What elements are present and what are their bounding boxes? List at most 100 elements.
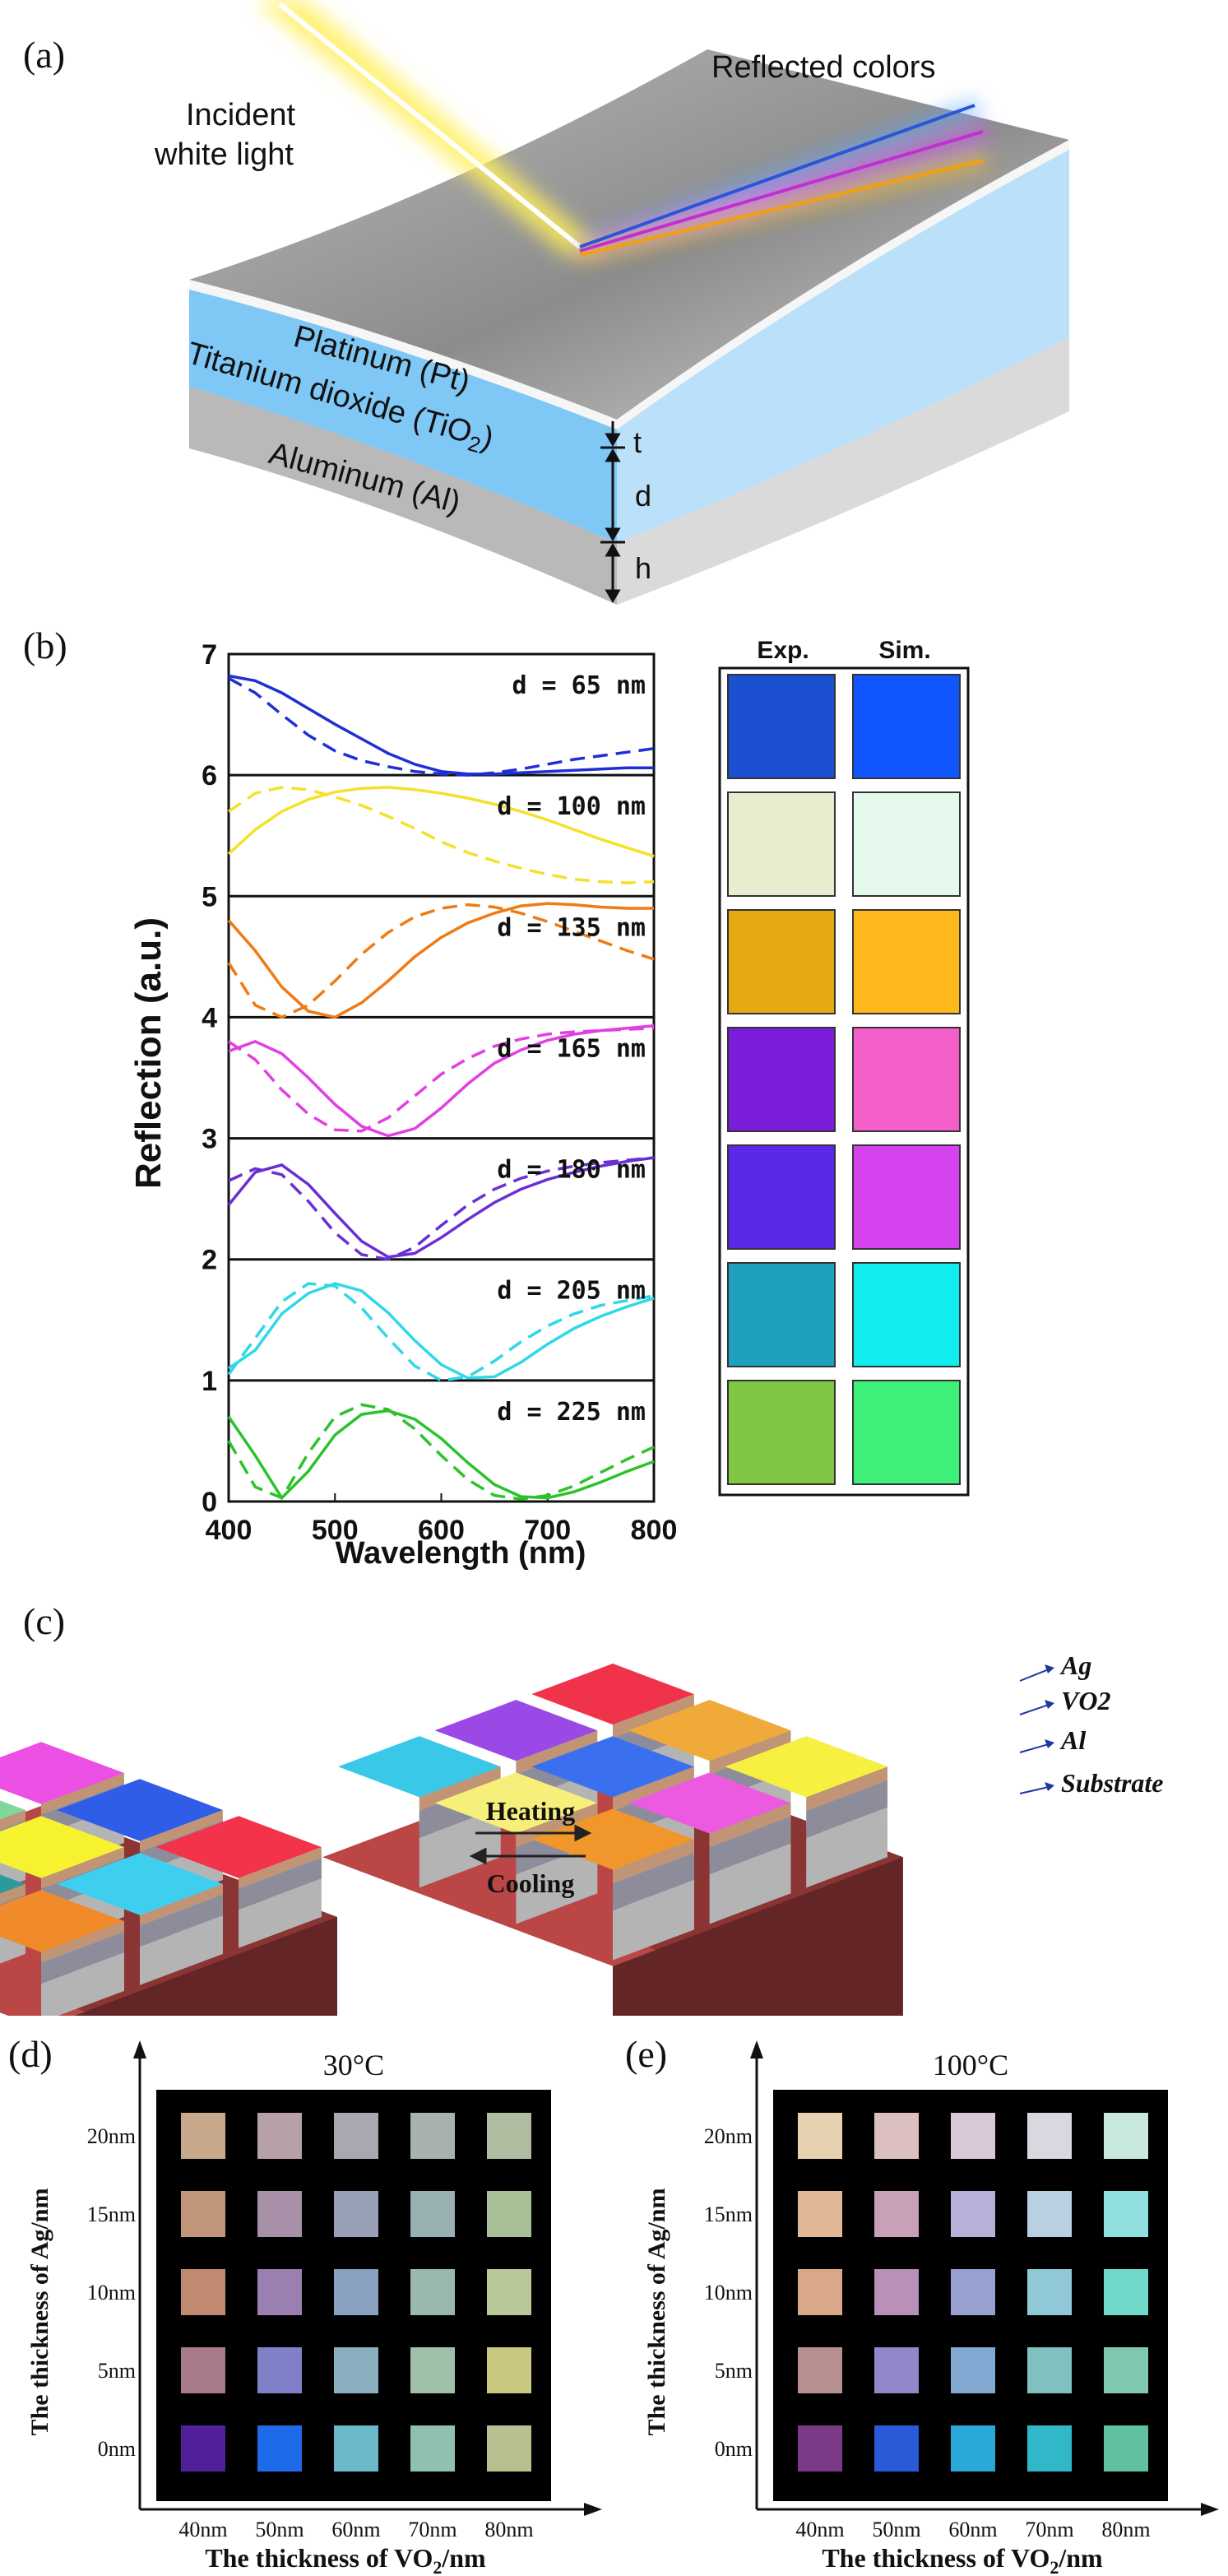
- color-square: [798, 2113, 842, 2159]
- exp-swatch: [727, 1380, 836, 1485]
- color-square: [951, 2113, 995, 2159]
- sim-swatch: [852, 909, 961, 1014]
- color-square: [257, 2191, 302, 2237]
- pillar-layer-side: [239, 1847, 322, 1889]
- color-square: [798, 2347, 842, 2393]
- pillar-top-color: [531, 1664, 694, 1725]
- pillar-layer-side: [239, 1878, 322, 1948]
- dim-t-label: t: [633, 425, 642, 459]
- color-square: [874, 2191, 919, 2237]
- color-square: [1027, 2269, 1072, 2315]
- exp-label: Exp.: [757, 637, 809, 664]
- series-label: d = 135 nm: [497, 913, 646, 942]
- color-square: [181, 2191, 225, 2237]
- x-tick-label: 400: [206, 1515, 253, 1546]
- x-tick-label: 600: [418, 1515, 465, 1546]
- pillar-top-color: [434, 1700, 598, 1761]
- heating-cooling-arrows: [469, 1824, 592, 1865]
- series-simulated-line: [228, 676, 655, 777]
- y-axis-arrow: [750, 2040, 763, 2058]
- series-label: d = 165 nm: [497, 1034, 646, 1063]
- series-label: d = 180 nm: [497, 1156, 646, 1185]
- color-square: [334, 2113, 378, 2159]
- sim-swatch: [852, 674, 961, 779]
- panel-a-letter: (a): [23, 34, 65, 76]
- y-axis-title: The thickness of Ag/nm: [643, 2188, 670, 2436]
- x-tick-label: 60nm: [331, 2518, 380, 2541]
- pillar-layer-side: [140, 1894, 223, 1947]
- color-square: [798, 2191, 842, 2237]
- y-tick-label: 15nm: [87, 2202, 136, 2226]
- layer-label: VO2: [1061, 1686, 1110, 1715]
- panel-b-chart: (b) 0 1 2 3 4 5 6 7 400 500 600 700 800 d = 65 nm d = …: [23, 624, 970, 1571]
- pillar-layer-side: [239, 1857, 322, 1910]
- color-square: [334, 2425, 378, 2472]
- substrate-side: [74, 1917, 337, 2016]
- layer-pointer-head: [1045, 1700, 1054, 1709]
- pillar-layer-side: [709, 1816, 791, 1874]
- dim-d-label: d: [635, 479, 651, 513]
- panel-c-letter: (c): [23, 1600, 65, 1642]
- layer-label: Ag: [1059, 1650, 1091, 1680]
- y-tick-label: 6: [202, 760, 217, 791]
- x-tick-label: 50nm: [255, 2518, 304, 2541]
- y-axis-arrow: [133, 2040, 146, 2058]
- panel-de-grids: (d) 30°C 20nm 15nm 10nm 5nm 0nm 40nm 50nm 60nm 70n…: [8, 2033, 1219, 2575]
- chart-xlabel: Wavelength (nm): [336, 1536, 586, 1571]
- color-square: [257, 2269, 302, 2315]
- incident-label-1: Incident: [186, 98, 296, 132]
- series-measured-line: [228, 674, 654, 776]
- pillar-top-color: [338, 1736, 501, 1798]
- layer-pointer: [1019, 1704, 1050, 1715]
- pillar-layer-side: [41, 1931, 124, 1984]
- pillar-top-color: [57, 1853, 223, 1915]
- pillar-layer-side: [140, 1884, 223, 1926]
- substrate-side: [613, 1857, 903, 2016]
- series-measured-line: [227, 902, 654, 1019]
- color-square: [410, 2269, 455, 2315]
- series-simulated-line: [227, 1403, 655, 1501]
- color-square: [1104, 2425, 1148, 2472]
- series-measured-line: [228, 1023, 655, 1138]
- y-tick-label: 20nm: [87, 2124, 136, 2148]
- x-tick-label: 80nm: [1101, 2518, 1150, 2541]
- y-tick-label: 3: [202, 1124, 217, 1155]
- pillar-layer-side: [140, 1915, 223, 1985]
- color-square: [257, 2347, 302, 2393]
- layer-label: Al: [1059, 1725, 1086, 1755]
- exp-swatch: [727, 1144, 836, 1250]
- x-tick-label: 800: [631, 1515, 678, 1546]
- x-axis-title: The thickness of VO2/nm: [205, 2543, 486, 2575]
- pillar-layer-side: [41, 1847, 124, 1889]
- color-square: [1027, 2347, 1072, 2393]
- color-square: [487, 2191, 531, 2237]
- color-square: [874, 2425, 919, 2472]
- exp-swatch: [727, 1262, 836, 1367]
- color-square: [874, 2269, 919, 2315]
- pillar-layer-side: [0, 1810, 25, 1831]
- color-square: [410, 2347, 455, 2393]
- pillar-top-color: [725, 1736, 887, 1798]
- sim-swatch: [852, 1144, 961, 1250]
- y-tick-label: 1: [202, 1366, 217, 1397]
- temperature-label: 100°C: [933, 2049, 1008, 2082]
- y-tick-label: 5nm: [715, 2359, 753, 2383]
- layer-pointer: [1019, 1669, 1050, 1682]
- color-square: [181, 2113, 225, 2159]
- x-tick-label: 40nm: [178, 2518, 227, 2541]
- pillar-layer-side: [41, 1773, 124, 1815]
- pillar-layer-side: [516, 1803, 598, 1847]
- pillar-layer-side: [709, 1803, 791, 1847]
- x-tick-label: 50nm: [872, 2518, 920, 2541]
- layer-label: Substrate: [1061, 1768, 1163, 1798]
- series-simulated-line: [228, 1026, 655, 1133]
- x-tick-label: 60nm: [948, 2518, 997, 2541]
- x-tick-label: 80nm: [484, 2518, 533, 2541]
- color-square: [334, 2269, 378, 2315]
- heating-label: Heating: [486, 1796, 575, 1826]
- layer-pointer: [1019, 1786, 1050, 1794]
- chart-ylabel: Reflection (a.u.): [128, 917, 169, 1189]
- y-tick-label: 0nm: [715, 2437, 753, 2461]
- x-axis-title: The thickness of VO2/nm: [822, 2543, 1103, 2575]
- pillar-top-color: [0, 1874, 25, 1894]
